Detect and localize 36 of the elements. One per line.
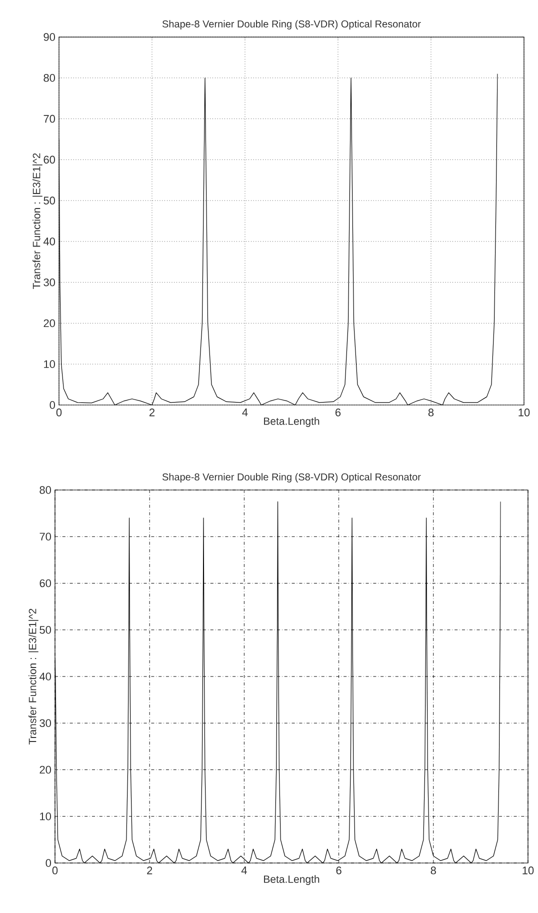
x-tick-label: 10 xyxy=(518,408,530,416)
y-tick-label: 60 xyxy=(40,579,52,588)
y-tick-label: 70 xyxy=(44,114,56,123)
y-tick-label: 50 xyxy=(40,626,52,634)
y-tick-label: 80 xyxy=(44,74,56,82)
x-tick-label: 10 xyxy=(522,866,534,874)
y-tick-label: 0 xyxy=(46,859,52,867)
y-tick-label: 20 xyxy=(40,766,52,774)
y-axis-title: Transfer Function : |E3/E1|^2 xyxy=(32,153,42,289)
x-tick-label: 4 xyxy=(242,408,248,416)
y-tick-label: 30 xyxy=(40,719,52,728)
x-tick-label: 6 xyxy=(336,866,342,874)
x-axis-title: Beta.Length xyxy=(264,875,320,885)
x-tick-label: 2 xyxy=(147,866,152,874)
y-tick-label: 0 xyxy=(50,401,56,409)
x-tick-label: 0 xyxy=(56,408,62,416)
y-tick-label: 60 xyxy=(44,156,56,164)
y-tick-label: 80 xyxy=(40,486,52,494)
y-tick-label: 40 xyxy=(43,238,56,246)
x-tick-label: 6 xyxy=(336,408,341,416)
y-tick-label: 10 xyxy=(40,812,52,820)
chart-title: Shape-8 Vernier Double Ring (S8-VDR) Optical Resonator xyxy=(162,20,421,30)
x-axis-title: Beta.Length xyxy=(264,417,320,427)
y-tick-label: 10 xyxy=(44,360,56,368)
y-tick-label: 70 xyxy=(40,532,52,541)
x-tick-label: 8 xyxy=(430,866,436,874)
y-tick-label: 50 xyxy=(44,196,56,204)
y-tick-label: 90 xyxy=(44,33,56,41)
chart-title: Shape-8 Vernier Double Ring (S8-VDR) Optical Resonator xyxy=(162,473,421,482)
y-tick-label: 30 xyxy=(44,278,56,286)
x-tick-label: 4 xyxy=(241,866,247,874)
y-tick-label: 20 xyxy=(44,319,56,328)
x-tick-label: 2 xyxy=(149,408,155,416)
y-tick-label: 40 xyxy=(39,672,52,680)
y-axis-title: Transfer Function : |E3/E1|^2 xyxy=(28,608,38,744)
x-tick-label: 8 xyxy=(428,408,434,416)
